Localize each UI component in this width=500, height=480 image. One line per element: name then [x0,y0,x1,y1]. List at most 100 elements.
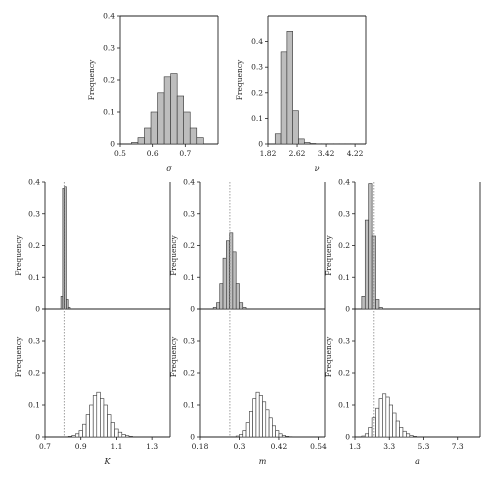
histogram-bar [128,436,133,438]
y-tick-label: 0.3 [103,44,115,53]
y-tick-label: 0 [35,305,40,314]
histogram-bar [309,143,317,145]
histogram-bar [216,302,221,310]
x-tick-label: 3.3 [383,442,395,451]
x-tick-label: 0.54 [310,442,327,451]
histogram-bar [144,127,152,145]
x-axis-label: m [259,457,267,466]
x-tick-label: 2.62 [289,149,306,158]
y-tick-label: 0.4 [338,178,350,187]
y-axis-label: Frequency [169,336,178,377]
x-tick-label: 0.6 [147,149,159,158]
y-axis-label: Frequency [324,336,333,377]
histogram-bar [274,133,282,145]
histogram-bar [272,425,276,438]
y-tick-label: 0.2 [103,76,115,85]
y-tick-label: 0 [35,433,40,442]
x-tick-label: 0.18 [192,442,209,451]
x-tick-label: 5.3 [418,442,430,451]
y-tick-label: 0.3 [28,337,40,346]
x-axis-label: K [104,457,112,466]
x-tick-label: 1.82 [260,149,277,158]
panel-nu-top: 0 0.1 0.2 0.3 0.4 1.82 2.62 3.42 4.22 ν [251,15,367,173]
panel-K-top: 0 0.1 0.2 0.3 0.4 [28,178,171,314]
histogram-bar [378,398,383,438]
x-axis-label: a [415,457,420,466]
histogram-bar [78,430,83,438]
y-axis-label: Frequency [324,234,333,275]
histogram-bar [75,433,80,438]
histogram-bar [368,427,373,438]
histogram-bar [183,111,191,145]
histogram-bar [412,436,417,438]
histogram-bar [285,436,290,438]
histogram-bar [255,391,260,438]
y-tick-label: 0.2 [28,369,40,378]
y-tick-label: 0.3 [183,209,195,218]
y-tick-label: 0.2 [183,241,195,250]
y-tick-label: 0.3 [338,337,350,346]
histogram-bar [399,427,404,438]
histogram-bar [82,423,87,438]
y-tick-label: 0 [345,433,350,442]
histogram-bar [110,422,115,438]
histogram-bar [121,434,126,438]
y-tick-label: 0 [110,140,115,149]
histogram-bar [163,76,171,145]
histogram-bar [268,417,273,438]
panel-m-top: 0 0.1 0.2 0.3 0.4 [183,178,326,314]
histogram-bar [249,411,253,438]
histogram-bar [378,307,383,310]
x-tick-label: 1.3 [146,442,158,451]
y-tick-label: 0.3 [28,209,40,218]
y-tick-label: 0.3 [251,63,263,72]
histogram-bar [258,395,263,438]
histogram-bar [229,232,234,310]
histogram-bar [189,127,198,145]
y-axis-label: Frequency [169,234,178,275]
histogram-bar [275,430,280,438]
y-axis-label: Frequency [14,336,23,377]
x-tick-label: 7.3 [452,442,464,451]
y-tick-label: 0.3 [183,337,195,346]
y-tick-label: 0.4 [183,178,195,187]
x-tick-label: 0.9 [75,442,87,451]
histogram-bar [392,412,397,438]
y-tick-label: 0.1 [338,401,350,410]
y-axis-label: Frequency [14,234,23,275]
panel-sigma-top: 0 0.1 0.2 0.3 0.4 0.5 0.6 0.7 σ [103,12,219,173]
histogram-bar [280,51,288,145]
histogram-bar [278,433,283,438]
histogram-bar [286,31,293,145]
histogram-bar [239,434,244,438]
histogram-bar [361,435,366,438]
histogram-bar [364,433,369,438]
histogram-bar [242,307,247,310]
histogram-bar [85,414,90,438]
x-tick-label: 0.3 [234,442,246,451]
y-tick-label: 0.2 [251,88,263,97]
panel-K-bottom: 0 0.1 0.2 0.3 0.7 0.9 1.1 1.3 K [28,308,171,466]
y-tick-label: 0.4 [251,37,263,46]
histogram-bar [235,435,240,438]
histogram-bar [219,283,224,310]
histogram-bar [262,401,267,438]
y-tick-label: 0.2 [28,241,40,250]
y-tick-label: 0.1 [28,273,40,282]
y-tick-label: 0 [258,140,263,149]
histogram-bar [292,110,299,145]
histogram-bar [137,137,145,145]
histogram-bar [364,219,369,310]
histogram-bar [406,433,411,438]
x-tick-label: 0.5 [114,149,126,158]
histogram-bar [303,142,311,145]
histogram-bar [150,111,158,145]
x-tick-label: 0.7 [179,149,191,158]
histogram-bar [157,92,165,145]
y-tick-label: 0.1 [183,401,195,410]
histogram-bar [117,431,123,438]
histogram-bar [265,409,270,438]
histogram-bar [245,422,250,438]
y-axis-label: Frequency [87,59,96,100]
y-axis-label: Frequency [235,59,244,100]
